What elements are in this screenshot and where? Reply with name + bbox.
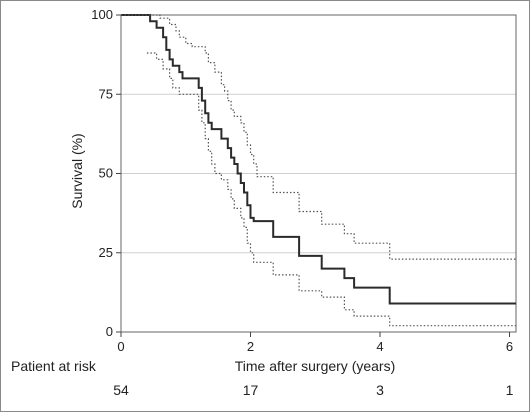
risk-count-0: 54 (113, 382, 129, 398)
y-tick-label-75: 75 (99, 86, 113, 101)
confidence-band-line-1 (121, 14, 516, 260)
series-lines (121, 14, 516, 327)
y-tick-label-0: 0 (106, 324, 113, 339)
y-tick-label-100: 100 (91, 7, 113, 22)
x-axis-title: Time after surgery (years) (235, 358, 396, 374)
y-tick-label-50: 50 (99, 166, 113, 181)
axis-ticks: 0 25 50 75 100 0 2 4 6 (91, 7, 513, 354)
risk-count-6: 1 (506, 382, 514, 398)
y-tick-label-25: 25 (99, 245, 113, 260)
x-tick-label-0: 0 (117, 339, 124, 354)
risk-table-counts: 54 17 3 1 (113, 382, 513, 398)
risk-table-label: Patient at risk (11, 358, 97, 374)
x-tick-label-6: 6 (506, 339, 513, 354)
y-axis-title: Survival (%) (69, 133, 85, 208)
x-tick-label-2: 2 (247, 339, 254, 354)
risk-count-4: 3 (376, 382, 384, 398)
grid-lines (121, 14, 516, 254)
x-tick-label-4: 4 (376, 339, 383, 354)
risk-count-2: 17 (243, 382, 259, 398)
survival-curve (121, 14, 516, 305)
